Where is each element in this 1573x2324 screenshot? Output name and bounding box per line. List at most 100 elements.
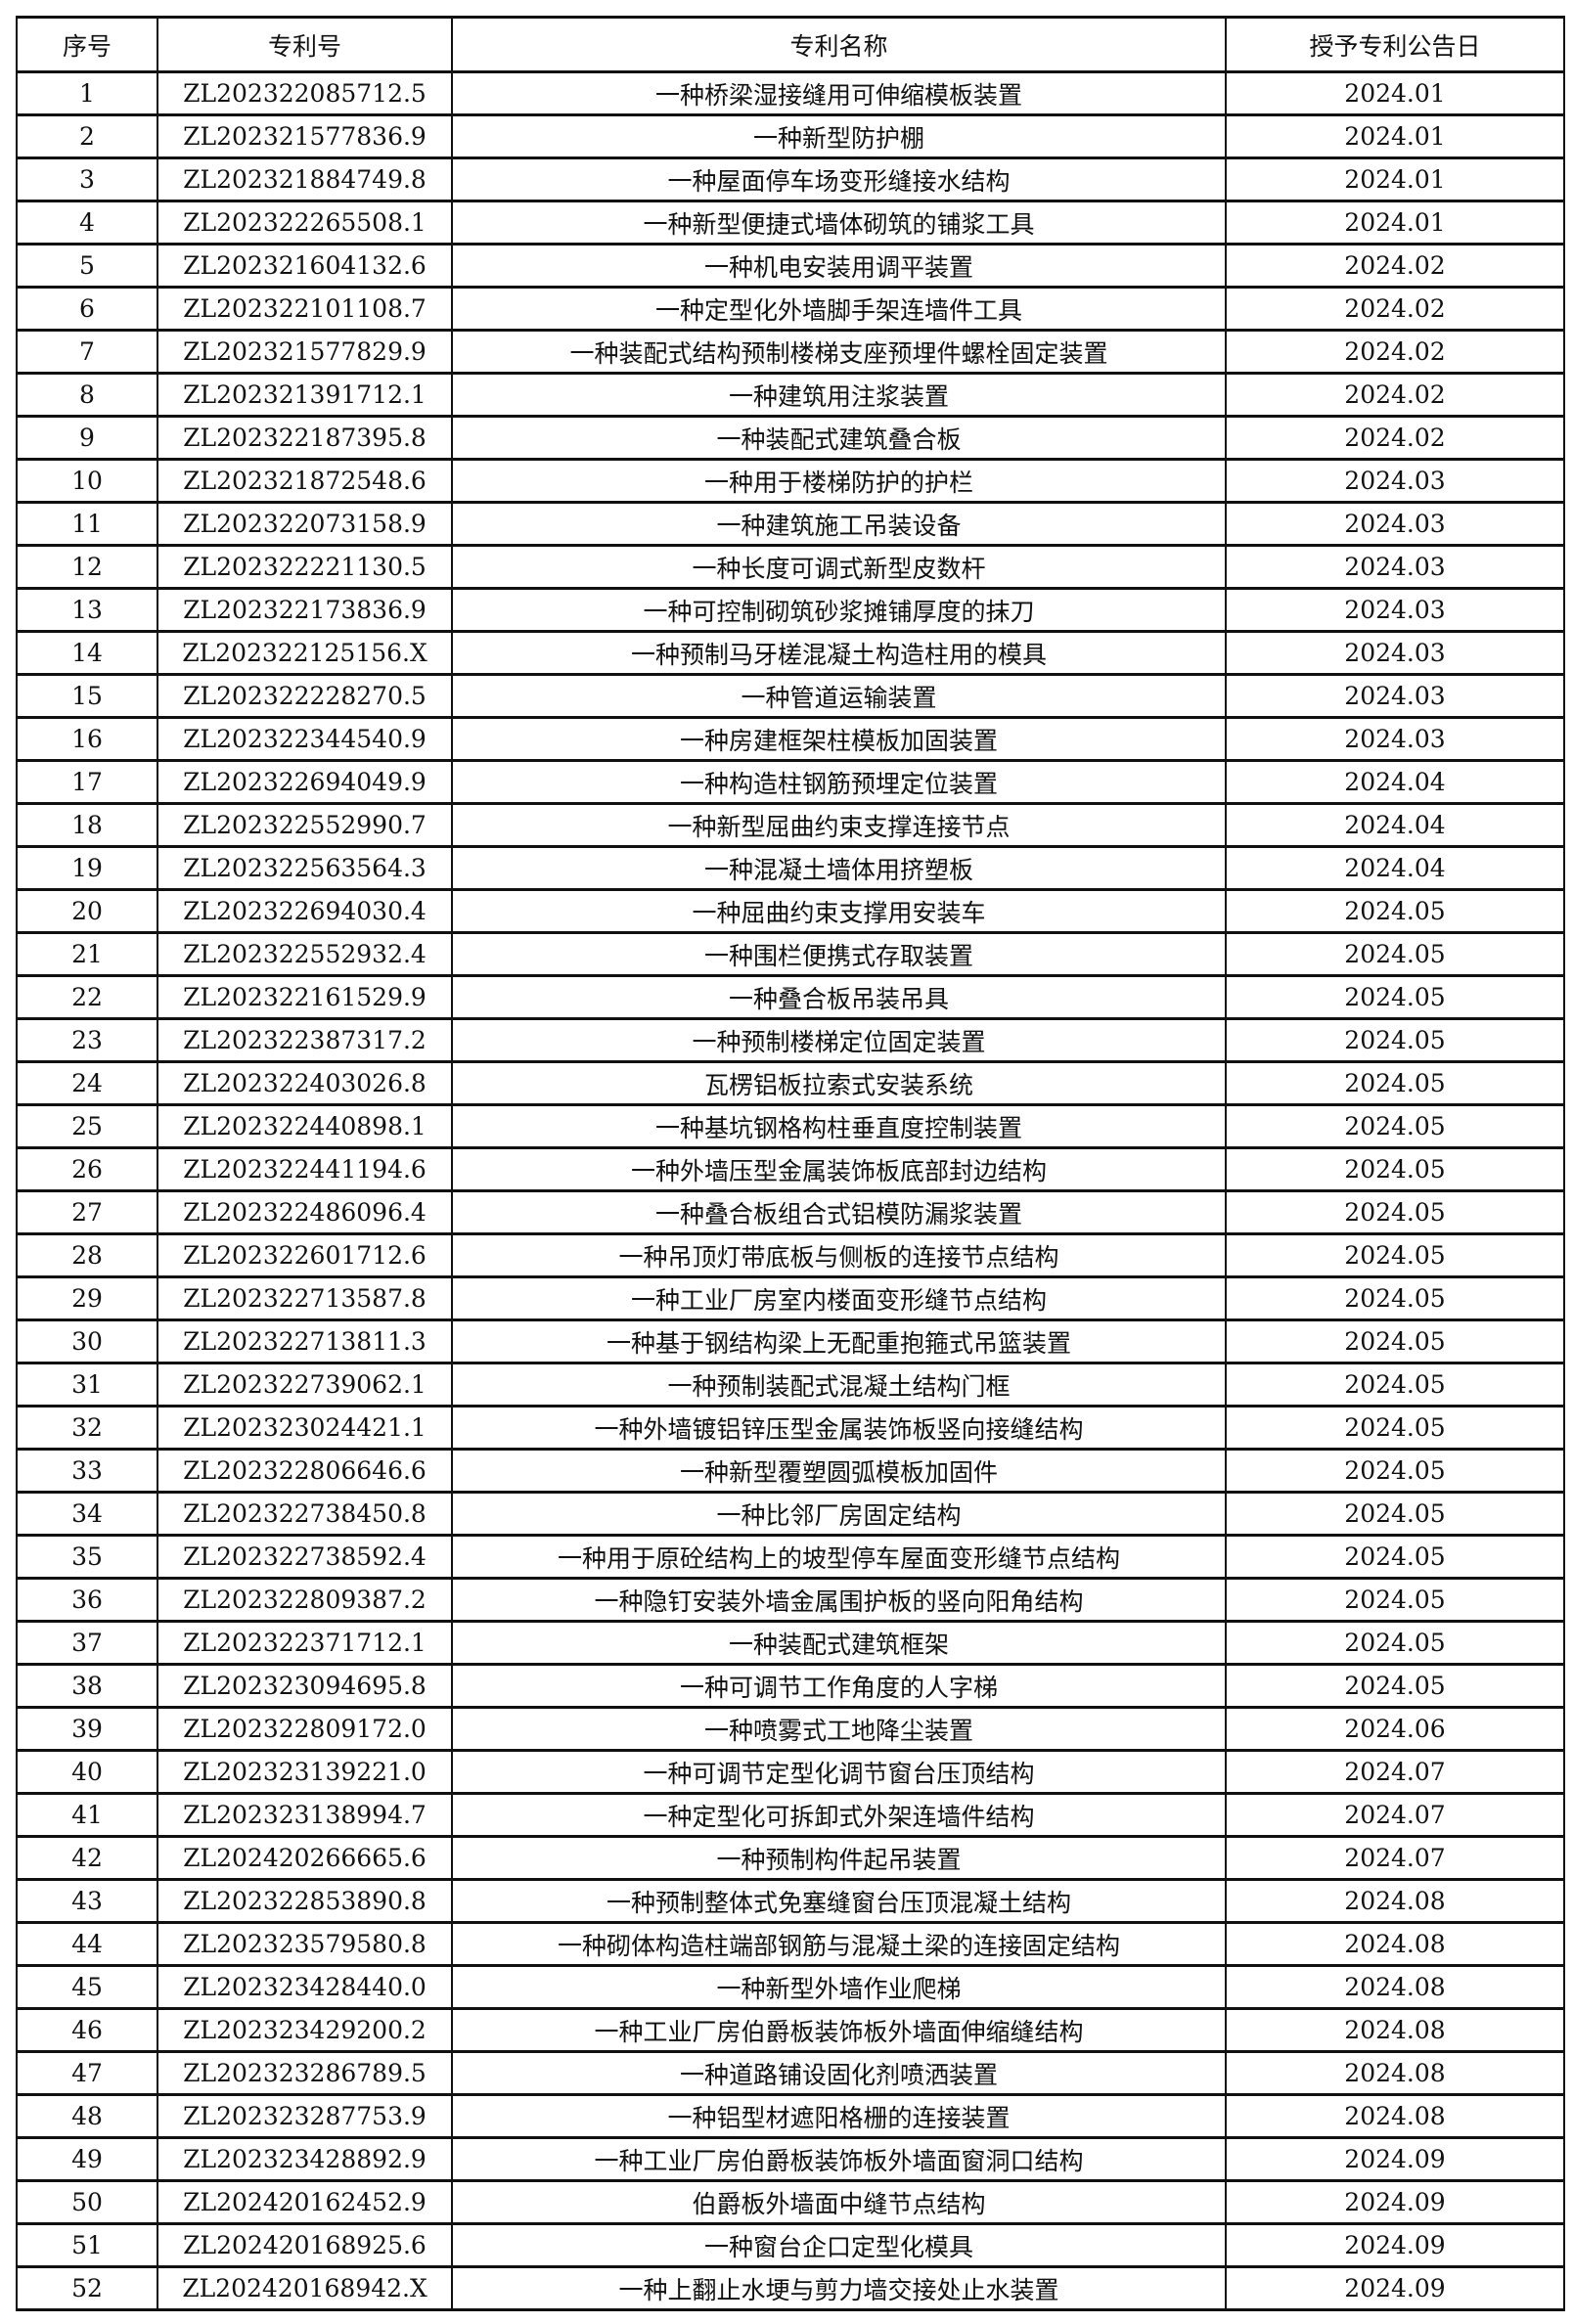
table-row: 4 ZL202322265508.1 一种新型便捷式墙体砌筑的铺浆工具 2024.01: [16, 200, 1565, 246]
cell-patent-number: ZL202322739062.1: [157, 1362, 453, 1408]
cell-patent-name: 一种铝型材遮阳格栅的连接装置: [451, 2093, 1227, 2139]
cell-patent-name: 一种装配式结构预制楼梯支座预埋件螺栓固定装置: [451, 329, 1227, 375]
cell-grant-date: 2024.05: [1225, 1146, 1565, 1192]
cell-patent-name: 一种可控制砌筑砂浆摊铺厚度的抹刀: [451, 587, 1227, 633]
cell-patent-name: 一种用于楼梯防护的护栏: [451, 458, 1227, 504]
table-row: 3 ZL202321884749.8 一种屋面停车场变形缝接水结构 2024.01: [16, 156, 1565, 202]
table-header-row: 序号 专利号 专利名称 授予专利公告日: [16, 16, 1565, 73]
cell-patent-name: 一种房建框架柱模板加固装置: [451, 716, 1227, 762]
cell-patent-name: 一种混凝土墙体用挤塑板: [451, 845, 1227, 891]
cell-patent-number: ZL202322085712.5: [157, 70, 453, 116]
table-row: 45 ZL202323428440.0 一种新型外墙作业爬梯 2024.08: [16, 1964, 1565, 2010]
cell-index: 34: [16, 1491, 158, 1537]
table-row: 29 ZL202322713587.8 一种工业厂房室内楼面变形缝节点结构 2024.…: [16, 1275, 1565, 1321]
cell-grant-date: 2024.09: [1225, 2136, 1565, 2182]
cell-index: 25: [16, 1103, 158, 1149]
table-row: 36 ZL202322809387.2 一种隐钉安装外墙金属围护板的竖向阳角结构 20…: [16, 1577, 1565, 1623]
cell-index: 35: [16, 1534, 158, 1580]
table-row: 47 ZL202323286789.5 一种道路铺设固化剂喷洒装置 2024.08: [16, 2050, 1565, 2096]
cell-patent-name: 一种新型覆塑圆弧模板加固件: [451, 1448, 1227, 1494]
table-row: 2 ZL202321577836.9 一种新型防护棚 2024.01: [16, 113, 1565, 159]
cell-index: 24: [16, 1060, 158, 1106]
cell-patent-number: ZL202322221130.5: [157, 544, 453, 590]
cell-patent-name: 一种装配式建筑框架: [451, 1620, 1227, 1666]
cell-patent-name: 一种上翻止水埂与剪力墙交接处止水装置: [451, 2265, 1227, 2311]
table-row: 5 ZL202321604132.6 一种机电安装用调平装置 2024.02: [16, 243, 1565, 289]
table-row: 31 ZL202322739062.1 一种预制装配式混凝土结构门框 2024.05: [16, 1362, 1565, 1408]
cell-patent-name: 伯爵板外墙面中缝节点结构: [451, 2179, 1227, 2225]
cell-index: 1: [16, 70, 158, 116]
cell-grant-date: 2024.01: [1225, 156, 1565, 202]
table-row: 16 ZL202322344540.9 一种房建框架柱模板加固装置 2024.03: [16, 716, 1565, 762]
cell-index: 38: [16, 1663, 158, 1709]
cell-index: 7: [16, 329, 158, 375]
table-row: 49 ZL202323428892.9 一种工业厂房伯爵板装饰板外墙面窗洞口结构 20…: [16, 2136, 1565, 2182]
cell-patent-name: 一种可调节工作角度的人字梯: [451, 1663, 1227, 1709]
cell-patent-name: 一种机电安装用调平装置: [451, 243, 1227, 289]
cell-grant-date: 2024.04: [1225, 802, 1565, 848]
table-row: 12 ZL202322221130.5 一种长度可调式新型皮数杆 2024.03: [16, 544, 1565, 590]
cell-grant-date: 2024.05: [1225, 1534, 1565, 1580]
header-grant-date: 授予专利公告日: [1225, 16, 1565, 73]
header-index: 序号: [16, 16, 158, 73]
cell-patent-number: ZL202322403026.8: [157, 1060, 453, 1106]
cell-patent-name: 一种新型便捷式墙体砌筑的铺浆工具: [451, 200, 1227, 246]
table-row: 37 ZL202322371712.1 一种装配式建筑框架 2024.05: [16, 1620, 1565, 1666]
cell-patent-number: ZL202322173836.9: [157, 587, 453, 633]
cell-patent-number: ZL202323094695.8: [157, 1663, 453, 1709]
cell-grant-date: 2024.01: [1225, 200, 1565, 246]
cell-index: 16: [16, 716, 158, 762]
table-row: 43 ZL202322853890.8 一种预制整体式免塞缝窗台压顶混凝土结构 202…: [16, 1878, 1565, 1924]
cell-patent-number: ZL202322738450.8: [157, 1491, 453, 1537]
cell-index: 31: [16, 1362, 158, 1408]
cell-grant-date: 2024.02: [1225, 243, 1565, 289]
cell-patent-name: 一种吊顶灯带底板与侧板的连接节点结构: [451, 1232, 1227, 1278]
cell-patent-number: ZL202323287753.9: [157, 2093, 453, 2139]
cell-grant-date: 2024.05: [1225, 1663, 1565, 1709]
cell-patent-number: ZL202321391712.1: [157, 372, 453, 418]
cell-patent-name: 一种管道运输装置: [451, 673, 1227, 719]
cell-patent-number: ZL202323138994.7: [157, 1792, 453, 1838]
table-row: 27 ZL202322486096.4 一种叠合板组合式铝模防漏浆装置 2024.05: [16, 1189, 1565, 1235]
cell-patent-number: ZL202322806646.6: [157, 1448, 453, 1494]
cell-index: 33: [16, 1448, 158, 1494]
cell-patent-number: ZL202322371712.1: [157, 1620, 453, 1666]
cell-index: 6: [16, 286, 158, 332]
cell-patent-name: 一种叠合板吊装吊具: [451, 974, 1227, 1020]
table-row: 10 ZL202321872548.6 一种用于楼梯防护的护栏 2024.03: [16, 458, 1565, 504]
cell-index: 49: [16, 2136, 158, 2182]
cell-grant-date: 2024.05: [1225, 1577, 1565, 1623]
cell-index: 8: [16, 372, 158, 418]
cell-patent-name: 一种可调节定型化调节窗台压顶结构: [451, 1749, 1227, 1795]
table-row: 22 ZL202322161529.9 一种叠合板吊装吊具 2024.05: [16, 974, 1565, 1020]
table-row: 51 ZL202420168925.6 一种窗台企口定型化模具 2024.09: [16, 2222, 1565, 2268]
cell-grant-date: 2024.06: [1225, 1706, 1565, 1752]
cell-patent-number: ZL202322601712.6: [157, 1232, 453, 1278]
table-row: 35 ZL202322738592.4 一种用于原砼结构上的坡型停车屋面变形缝节点结…: [16, 1534, 1565, 1580]
cell-index: 52: [16, 2265, 158, 2311]
table-row: 15 ZL202322228270.5 一种管道运输装置 2024.03: [16, 673, 1565, 719]
cell-patent-number: ZL202322265508.1: [157, 200, 453, 246]
table-row: 24 ZL202322403026.8 瓦楞铝板拉索式安装系统 2024.05: [16, 1060, 1565, 1106]
cell-patent-number: ZL202323428440.0: [157, 1964, 453, 2010]
cell-index: 29: [16, 1275, 158, 1321]
table-row: 7 ZL202321577829.9 一种装配式结构预制楼梯支座预埋件螺栓固定装置 2…: [16, 329, 1565, 375]
cell-patent-name: 一种屈曲约束支撑用安装车: [451, 888, 1227, 934]
cell-patent-number: ZL202322713811.3: [157, 1318, 453, 1364]
cell-patent-number: ZL202322809172.0: [157, 1706, 453, 1752]
cell-patent-number: ZL202322228270.5: [157, 673, 453, 719]
table-row: 34 ZL202322738450.8 一种比邻厂房固定结构 2024.05: [16, 1491, 1565, 1537]
cell-index: 10: [16, 458, 158, 504]
cell-patent-number: ZL202322441194.6: [157, 1146, 453, 1192]
table-row: 13 ZL202322173836.9 一种可控制砌筑砂浆摊铺厚度的抹刀 2024.0…: [16, 587, 1565, 633]
table-row: 19 ZL202322563564.3 一种混凝土墙体用挤塑板 2024.04: [16, 845, 1565, 891]
cell-patent-number: ZL202322187395.8: [157, 415, 453, 461]
cell-patent-name: 一种预制楼梯定位固定装置: [451, 1017, 1227, 1063]
cell-patent-number: ZL202323579580.8: [157, 1921, 453, 1967]
cell-grant-date: 2024.03: [1225, 587, 1565, 633]
table-row: 25 ZL202322440898.1 一种基坑钢格构柱垂直度控制装置 2024.05: [16, 1103, 1565, 1149]
cell-grant-date: 2024.08: [1225, 1964, 1565, 2010]
cell-grant-date: 2024.08: [1225, 2050, 1565, 2096]
cell-grant-date: 2024.02: [1225, 286, 1565, 332]
cell-index: 47: [16, 2050, 158, 2096]
